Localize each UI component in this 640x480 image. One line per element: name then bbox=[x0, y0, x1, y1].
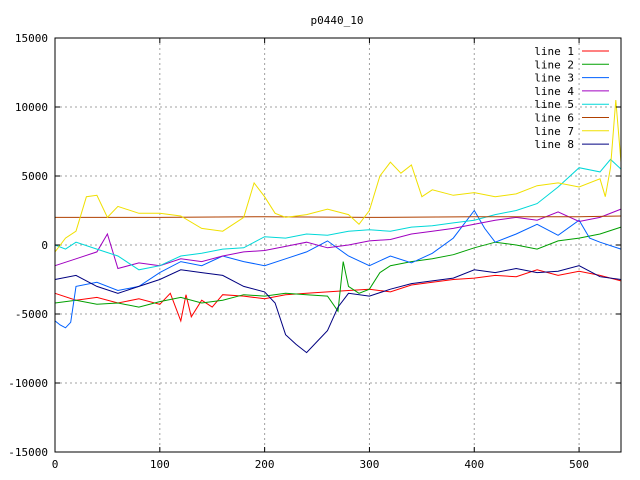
legend-label: line 6 bbox=[534, 112, 574, 125]
y-tick-label: -5000 bbox=[15, 308, 48, 321]
y-tick-label: 0 bbox=[41, 239, 48, 252]
y-tick-label: 15000 bbox=[15, 32, 48, 45]
series-line-4 bbox=[54, 208, 622, 270]
x-tick-label: 400 bbox=[464, 458, 484, 471]
x-tick-label: 500 bbox=[569, 458, 589, 471]
x-tick-label: 200 bbox=[255, 458, 275, 471]
legend-label: line 5 bbox=[534, 98, 574, 111]
series-line-6 bbox=[55, 215, 622, 218]
y-tick-label: -15000 bbox=[8, 446, 48, 459]
series-line-5 bbox=[54, 158, 622, 271]
grid bbox=[55, 38, 621, 452]
y-tick-label: 10000 bbox=[15, 101, 48, 114]
series-line-8 bbox=[54, 265, 622, 354]
x-tick-label: 0 bbox=[52, 458, 59, 471]
series-line-1 bbox=[54, 269, 622, 323]
legend-label: line 7 bbox=[534, 125, 574, 138]
legend-label: line 8 bbox=[534, 138, 574, 151]
legend-label: line 4 bbox=[534, 85, 574, 98]
legend-label: line 2 bbox=[534, 58, 574, 71]
axis-ticks: 0 100 200 300 400 500 -15000 -10000 -5000 0 5000 10… bbox=[8, 32, 621, 471]
y-tick-label: -10000 bbox=[8, 377, 48, 390]
legend-label: line 3 bbox=[534, 72, 574, 85]
x-tick-label: 100 bbox=[150, 458, 170, 471]
chart-title: p0440_10 bbox=[311, 14, 364, 27]
legend-label: line 1 bbox=[534, 45, 574, 58]
y-tick-label: 5000 bbox=[22, 170, 49, 183]
series-line-7 bbox=[54, 100, 622, 253]
series-line-2 bbox=[54, 226, 622, 313]
x-tick-label: 300 bbox=[360, 458, 380, 471]
series-line-3 bbox=[54, 209, 622, 329]
series-group bbox=[54, 100, 622, 354]
